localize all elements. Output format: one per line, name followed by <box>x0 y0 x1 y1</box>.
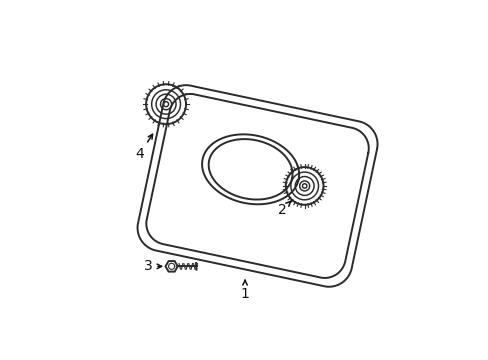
Text: 4: 4 <box>135 134 152 161</box>
Text: 3: 3 <box>143 259 161 273</box>
Text: 1: 1 <box>240 280 249 301</box>
Text: 2: 2 <box>278 201 291 216</box>
